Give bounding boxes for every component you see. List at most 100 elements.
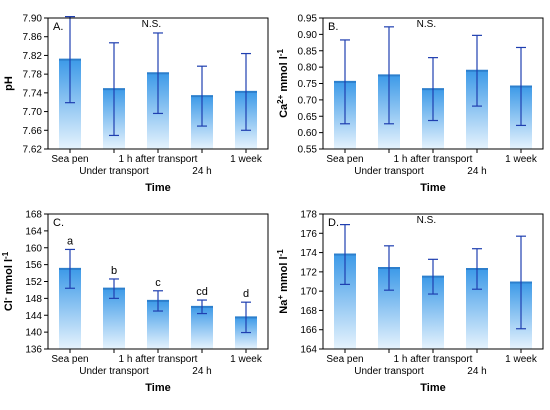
annotation: N.S. xyxy=(142,19,161,30)
panel-label: C. xyxy=(53,217,64,229)
y-tick-label: 0.80 xyxy=(298,63,318,74)
x-tick-label: 24 h xyxy=(192,166,211,177)
y-tick-label: 140 xyxy=(25,328,42,339)
y-tick-label: 166 xyxy=(300,325,317,336)
x-axis-title: Time xyxy=(420,382,445,394)
y-tick-label: 7.70 xyxy=(23,107,43,118)
y-tick-label: 168 xyxy=(300,306,317,317)
y-tick-label: 7.82 xyxy=(23,51,43,62)
y-axis-title: Ca2+ mmol l-1 xyxy=(276,49,290,118)
panel-label: A. xyxy=(53,21,63,33)
y-axis-title: Na+ mmol l-1 xyxy=(276,249,290,314)
y-axis-title-part: -1 xyxy=(276,249,285,257)
significance-letter: a xyxy=(67,235,74,247)
y-axis-title-part: -1 xyxy=(1,251,10,259)
x-tick-label: 1 week xyxy=(230,354,263,365)
x-tick-label: Sea pen xyxy=(326,154,363,165)
x-axis-title: Time xyxy=(420,182,445,194)
y-axis-title-part: Na xyxy=(278,299,290,314)
y-tick-label: 178 xyxy=(300,210,317,221)
x-tick-label: 1 week xyxy=(230,154,263,165)
y-tick-label: 7.66 xyxy=(23,126,43,137)
x-tick-label: Sea pen xyxy=(51,354,88,365)
y-tick-label: 0.85 xyxy=(298,46,318,57)
y-tick-label: 164 xyxy=(25,226,42,237)
y-tick-label: 144 xyxy=(25,311,42,322)
y-tick-label: 0.60 xyxy=(298,128,318,139)
x-tick-label: 1 h after transport xyxy=(394,354,473,365)
y-axis-title-part: pH xyxy=(3,76,15,91)
y-tick-label: 7.74 xyxy=(23,88,43,99)
y-tick-label: 168 xyxy=(25,210,42,221)
significance-letter: d xyxy=(243,288,249,300)
y-tick-label: 170 xyxy=(300,287,317,298)
y-tick-label: 0.90 xyxy=(298,30,318,41)
x-tick-label: 1 week xyxy=(505,154,538,165)
x-tick-label: Under transport xyxy=(79,366,149,377)
y-axis-title-part: Cl xyxy=(3,300,15,311)
bar xyxy=(378,268,400,349)
y-axis-title-part: mmol l xyxy=(278,56,290,95)
y-tick-label: 0.55 xyxy=(298,145,318,156)
y-tick-label: 0.65 xyxy=(298,112,318,123)
y-tick-label: 152 xyxy=(25,277,42,288)
bar xyxy=(334,254,356,349)
x-tick-label: 24 h xyxy=(467,166,486,177)
significance-letter: cd xyxy=(196,286,208,298)
y-axis-title-part: 2+ xyxy=(276,94,285,103)
bar xyxy=(59,268,81,349)
y-tick-label: 160 xyxy=(25,243,42,254)
x-tick-label: Under transport xyxy=(354,366,424,377)
annotation: N.S. xyxy=(417,19,436,30)
y-tick-label: 148 xyxy=(25,294,42,305)
x-axis-title: Time xyxy=(145,182,170,194)
bar xyxy=(466,268,488,349)
x-tick-label: 24 h xyxy=(192,366,211,377)
y-axis-title: Cl- mmol l-1 xyxy=(1,251,15,311)
y-tick-label: 172 xyxy=(300,267,317,278)
x-tick-label: Sea pen xyxy=(326,354,363,365)
y-tick-label: 7.86 xyxy=(23,32,43,43)
x-tick-label: 1 week xyxy=(505,354,538,365)
significance-letter: b xyxy=(111,265,117,277)
x-tick-label: 1 h after transport xyxy=(119,154,198,165)
x-tick-label: Under transport xyxy=(354,166,424,177)
x-axis-title: Time xyxy=(145,382,170,394)
annotation: N.S. xyxy=(417,215,436,226)
y-tick-label: 176 xyxy=(300,229,317,240)
y-axis-title-part: Ca xyxy=(278,103,290,118)
y-axis-title-part: -1 xyxy=(276,49,285,57)
y-tick-label: 0.75 xyxy=(298,79,318,90)
bar xyxy=(191,306,213,349)
significance-letter: c xyxy=(155,277,161,289)
y-axis-title-part: mmol l xyxy=(278,256,290,295)
y-axis-title-part: mmol l xyxy=(3,259,15,298)
x-tick-label: 1 h after transport xyxy=(119,354,198,365)
y-axis-title-part: - xyxy=(1,297,10,300)
y-tick-label: 7.78 xyxy=(23,70,43,81)
y-tick-label: 174 xyxy=(300,248,317,259)
y-tick-label: 156 xyxy=(25,260,42,271)
y-axis-title: pH xyxy=(3,76,15,91)
y-tick-label: 164 xyxy=(300,345,317,356)
bar xyxy=(235,317,257,349)
bar xyxy=(466,70,488,149)
x-tick-label: Under transport xyxy=(79,166,149,177)
y-tick-label: 7.90 xyxy=(23,14,43,25)
bar xyxy=(422,276,444,349)
panel-label: D. xyxy=(328,217,339,229)
y-tick-label: 0.95 xyxy=(298,14,318,25)
y-tick-label: 136 xyxy=(25,345,42,356)
y-axis-title-part: + xyxy=(276,295,285,300)
x-tick-label: Sea pen xyxy=(51,154,88,165)
panel-label: B. xyxy=(328,21,338,33)
x-tick-label: 1 h after transport xyxy=(394,154,473,165)
bar xyxy=(103,288,125,349)
bar xyxy=(147,300,169,349)
bar xyxy=(59,59,81,150)
y-tick-label: 7.62 xyxy=(23,145,43,156)
y-tick-label: 0.70 xyxy=(298,95,318,106)
x-tick-label: 24 h xyxy=(467,366,486,377)
